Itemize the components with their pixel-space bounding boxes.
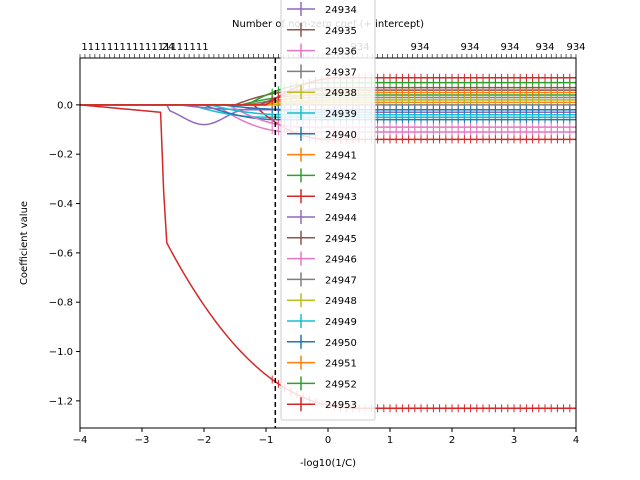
y-tick-label: −0.6	[49, 248, 73, 259]
top-tick-label: 934	[566, 42, 585, 53]
x-tick-label: −3	[135, 435, 150, 446]
x-tick-label: 0	[325, 435, 331, 446]
x-tick-label: −1	[259, 435, 274, 446]
x-tick-label: 2	[449, 435, 455, 446]
y-tick-label: −0.8	[49, 298, 73, 309]
legend: 24934 24935 24936 24937 24938 24939 24940 24941…	[280, 0, 376, 421]
x-axis-label: -log10(1/C)	[300, 458, 356, 469]
legend-entry: 24948	[325, 296, 357, 307]
legend-box	[280, 0, 376, 421]
x-tick-label: −4	[73, 435, 88, 446]
legend-entry: 24942	[325, 171, 357, 182]
y-axis: 0.0 −0.2 −0.4 −0.6 −0.8 −1.0 −1.2	[49, 100, 80, 407]
top-tick-label: 934	[500, 42, 519, 53]
legend-entry: 24946	[325, 255, 357, 266]
top-tick-label: 24	[162, 42, 175, 53]
legend-entry: 24953	[325, 400, 357, 411]
legend-entry: 24939	[325, 109, 357, 120]
y-tick-label: −0.2	[49, 150, 73, 161]
legend-entry: 24950	[325, 338, 357, 349]
legend-entry: 24935	[325, 26, 357, 37]
y-tick-label: −0.4	[49, 199, 73, 210]
legend-entry: 24945	[325, 234, 357, 245]
legend-entry: 24934	[325, 5, 357, 16]
legend-entry: 24947	[325, 275, 357, 286]
x-tick-label: 1	[387, 435, 393, 446]
x-axis: −4 −3 −2 −1 0 1 2 3 4	[73, 428, 579, 446]
top-tick-label: 934	[535, 42, 554, 53]
legend-entry: 24940	[325, 130, 357, 141]
legend-entry: 24943	[325, 192, 357, 203]
legend-entry: 24949	[325, 317, 357, 328]
top-tick-label: 934	[460, 42, 479, 53]
legend-entry: 24936	[325, 47, 357, 58]
x-tick-label: 3	[511, 435, 517, 446]
y-tick-label: −1.2	[49, 396, 73, 407]
x-tick-label: 4	[573, 435, 579, 446]
top-tick-label: 934	[410, 42, 429, 53]
y-tick-label: 0.0	[57, 100, 73, 111]
top-tick-label: 11111111111111111111	[81, 42, 208, 53]
x-tick-label: −2	[197, 435, 212, 446]
y-axis-label: Coefficient value	[19, 201, 30, 285]
legend-entry: 24941	[325, 151, 357, 162]
legend-entry: 24952	[325, 379, 357, 390]
legend-entry: 24944	[325, 213, 357, 224]
legend-entry: 24951	[325, 359, 357, 370]
legend-entry: 24938	[325, 88, 357, 99]
y-tick-label: −1.0	[49, 347, 73, 358]
legend-entry: 24937	[325, 67, 357, 78]
